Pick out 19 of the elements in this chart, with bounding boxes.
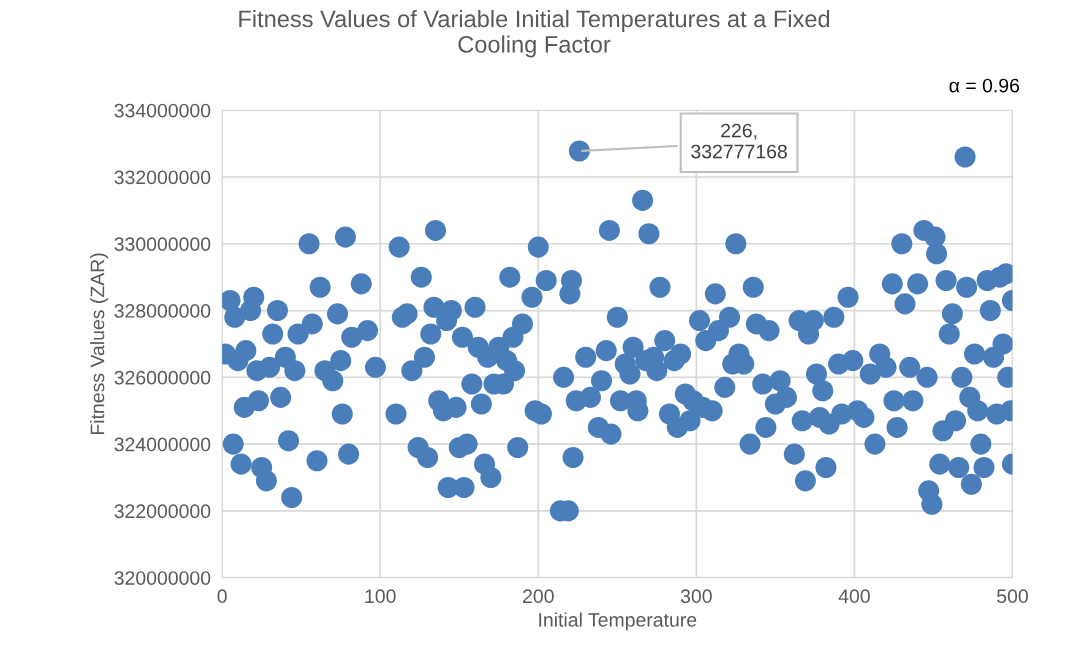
y-tick-label: 324000000 bbox=[114, 437, 211, 452]
x-tick-label: 200 bbox=[523, 589, 554, 604]
y-tick-label: 332000000 bbox=[114, 170, 211, 185]
x-tick-label: 500 bbox=[997, 589, 1028, 604]
annotation: 226, 332777168 bbox=[691, 123, 787, 159]
text: α = 0.96 bbox=[949, 78, 1020, 93]
x-tick-label: 0 bbox=[217, 589, 227, 604]
y-tick-label: 334000000 bbox=[114, 103, 211, 118]
chart-title: Fitness Values of Variable Initial Temperatures at a Fixed Cooling Factor bbox=[239, 9, 830, 58]
y-tick-label: 322000000 bbox=[114, 504, 211, 519]
x-tick-label: 100 bbox=[365, 589, 396, 604]
x-tick-label: 400 bbox=[838, 589, 870, 604]
y-tick-label: 328000000 bbox=[114, 304, 211, 318]
y-tick-label: 326000000 bbox=[114, 370, 211, 385]
y-tick-label: 320000000 bbox=[114, 571, 211, 585]
y-tick-label: 330000000 bbox=[114, 237, 211, 252]
y-axis-title: Fitness Values (ZAR) bbox=[90, 253, 109, 435]
x-axis-title: Initial Temperature bbox=[539, 612, 697, 631]
x-tick-label: 300 bbox=[680, 589, 712, 604]
